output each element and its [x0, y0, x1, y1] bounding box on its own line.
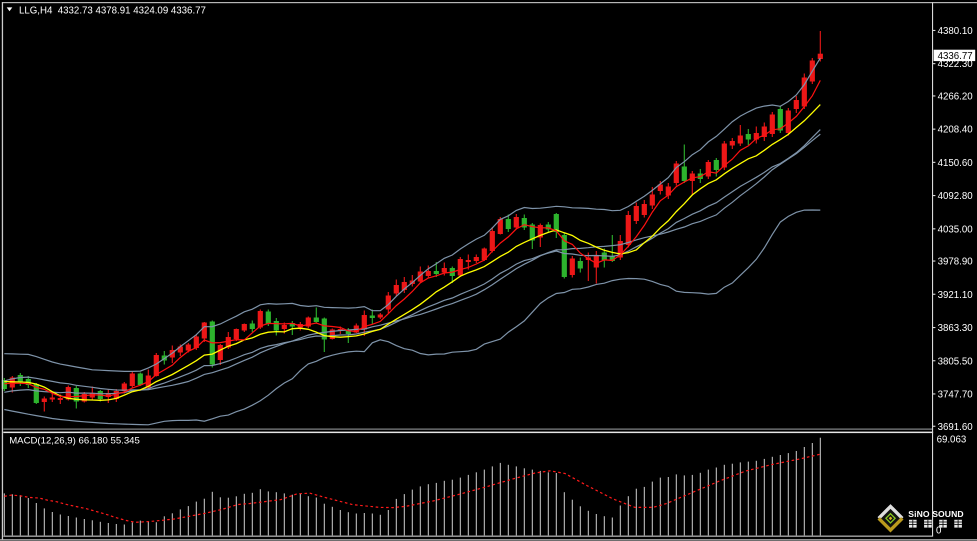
- svg-text:4322.30: 4322.30: [938, 59, 974, 70]
- svg-text:4092.80: 4092.80: [938, 191, 974, 202]
- svg-text:MACD(12,26,9) 66.180 55.345: MACD(12,26,9) 66.180 55.345: [9, 435, 140, 446]
- svg-text:3691.60: 3691.60: [938, 422, 974, 433]
- svg-text:3978.90: 3978.90: [938, 257, 974, 268]
- svg-text:SiNO SOUND: SiNO SOUND: [908, 509, 963, 519]
- svg-text:4266.20: 4266.20: [938, 92, 974, 103]
- svg-text:4380.10: 4380.10: [938, 26, 974, 37]
- svg-text:3805.50: 3805.50: [938, 356, 974, 367]
- svg-text:3863.30: 3863.30: [938, 323, 974, 334]
- svg-text:0: 0: [936, 526, 942, 537]
- svg-text:4150.60: 4150.60: [938, 158, 974, 169]
- svg-text:3747.70: 3747.70: [938, 390, 974, 401]
- svg-text:4208.40: 4208.40: [938, 125, 974, 136]
- svg-text:LLG,H4 4332.73 4378.91 4324.0: LLG,H4 4332.73 4378.91 4324.09 4336.77: [19, 5, 206, 16]
- svg-text:3921.10: 3921.10: [938, 290, 974, 301]
- svg-text:69.063: 69.063: [937, 435, 967, 446]
- svg-text:4336.77: 4336.77: [938, 51, 973, 62]
- svg-text:4035.00: 4035.00: [938, 224, 974, 235]
